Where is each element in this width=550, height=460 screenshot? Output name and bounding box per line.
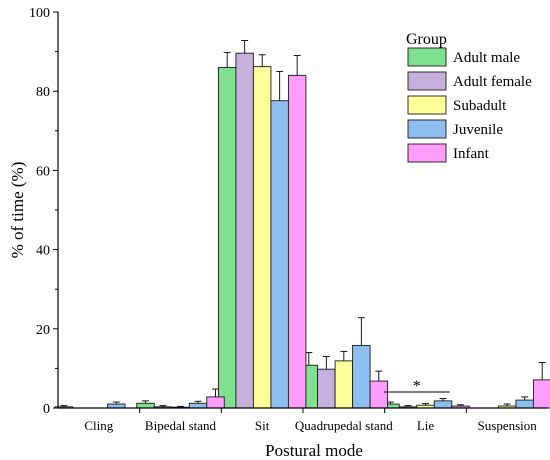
bar xyxy=(433,400,453,409)
legend-label: Adult female xyxy=(453,74,532,90)
legend-swatch xyxy=(407,71,447,91)
bar xyxy=(217,66,237,409)
legend: Group Adult male Adult female Subadult Juve… xyxy=(406,31,532,163)
bar xyxy=(270,100,289,409)
y-tick-label: 40 xyxy=(36,244,50,259)
bar xyxy=(317,368,336,409)
bar xyxy=(369,380,389,409)
x-tick-label: Cling xyxy=(84,418,113,433)
x-tick-label: Suspension xyxy=(478,418,538,433)
x-tick-label: Bipedal stand xyxy=(145,418,217,433)
legend-title: Group xyxy=(406,31,447,48)
y-axis-title: % of time (%) xyxy=(8,162,27,259)
bar xyxy=(532,379,550,409)
x-axis-title: Postural mode xyxy=(265,441,363,460)
axes: 0 20 40 60 80 100 Cling Bipedal stand Sit Quadrup… xyxy=(29,6,548,433)
legend-swatch xyxy=(407,47,447,67)
x-tick-label: Sit xyxy=(255,418,270,433)
legend-label: Subadult xyxy=(453,98,507,114)
bar xyxy=(515,399,534,409)
bar xyxy=(188,402,208,409)
bar xyxy=(287,74,307,409)
y-tick-label: 80 xyxy=(36,85,50,100)
y-tick-label: 0 xyxy=(43,402,50,417)
legend-label: Adult male xyxy=(453,50,520,66)
legend-swatch xyxy=(407,119,447,139)
significance-marker: * xyxy=(413,378,421,395)
bar xyxy=(252,66,272,409)
x-tick-label: Lie xyxy=(417,418,435,433)
legend-swatch xyxy=(407,95,447,115)
legend-label: Infant xyxy=(453,146,490,162)
y-tick-label: 60 xyxy=(36,164,50,179)
bar xyxy=(136,402,155,409)
bar xyxy=(235,52,254,409)
legend-swatch xyxy=(407,143,447,163)
y-tick-label: 100 xyxy=(29,6,50,21)
legend-label: Juvenile xyxy=(453,122,503,138)
bar xyxy=(206,396,225,409)
bar xyxy=(334,360,354,409)
x-tick-label: Quadrupedal stand xyxy=(295,418,393,433)
plot-area: * xyxy=(54,40,550,409)
y-tick-label: 20 xyxy=(36,323,50,338)
bar xyxy=(352,344,371,409)
